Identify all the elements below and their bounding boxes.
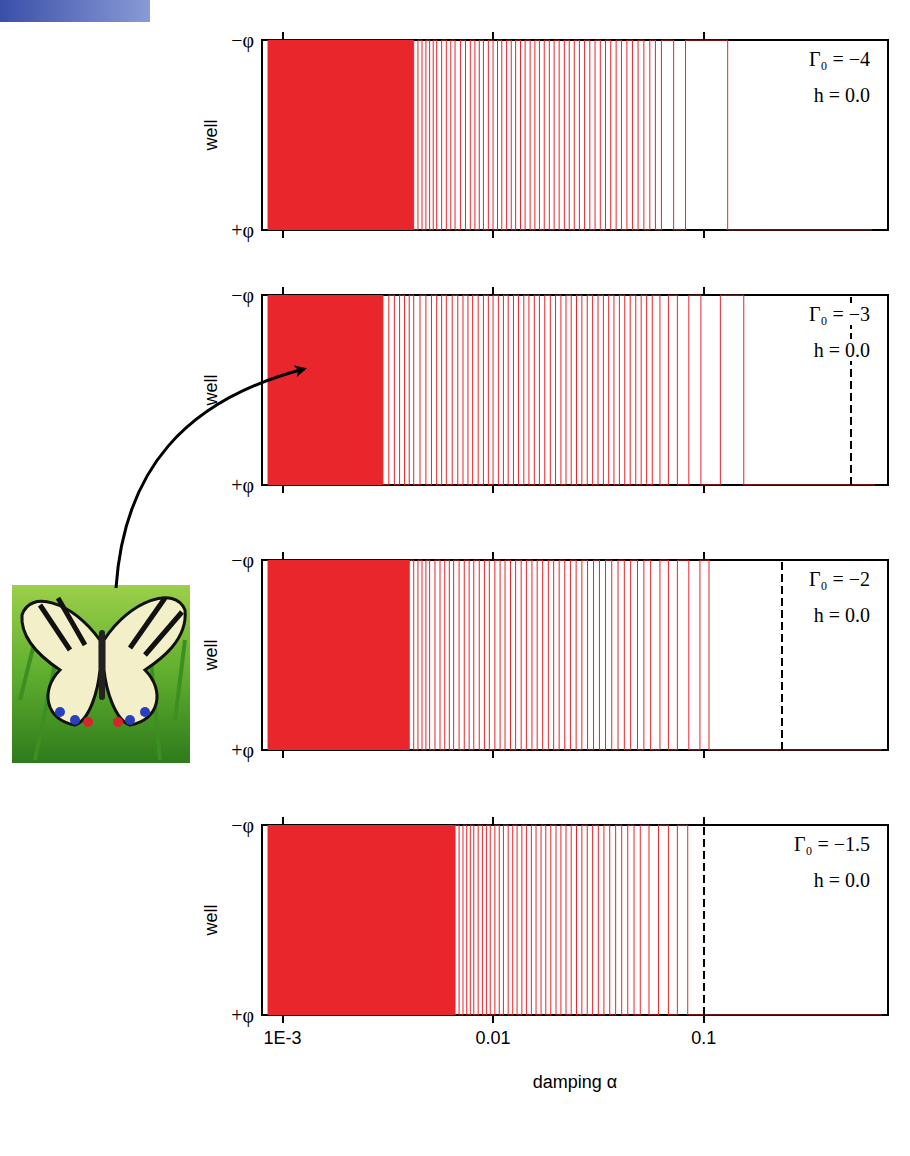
svg-text:Γ₀ = −1.5: Γ₀ = −1.5	[794, 833, 870, 855]
svg-text:damping α: damping α	[533, 1072, 617, 1092]
svg-text:h = 0.0: h = 0.0	[814, 604, 870, 626]
svg-text:h = 0.0: h = 0.0	[814, 339, 870, 361]
svg-text:1E-3: 1E-3	[263, 1028, 301, 1048]
svg-text:+φ: +φ	[231, 219, 254, 242]
svg-text:−φ: −φ	[231, 814, 254, 837]
svg-text:+φ: +φ	[231, 474, 254, 497]
svg-text:+φ: +φ	[231, 1004, 254, 1027]
svg-text:−φ: −φ	[231, 29, 254, 52]
svg-text:well: well	[201, 904, 221, 936]
svg-text:Γ₀ = −4: Γ₀ = −4	[809, 48, 870, 70]
svg-text:Γ₀ = −2: Γ₀ = −2	[809, 568, 870, 590]
svg-text:0.1: 0.1	[691, 1028, 716, 1048]
svg-text:well: well	[201, 374, 221, 406]
svg-text:h = 0.0: h = 0.0	[814, 84, 870, 106]
svg-text:−φ: −φ	[231, 549, 254, 572]
svg-text:0.01: 0.01	[476, 1028, 511, 1048]
svg-text:−φ: −φ	[231, 284, 254, 307]
svg-text:well: well	[201, 119, 221, 151]
svg-text:well: well	[201, 639, 221, 671]
svg-text:Γ₀ = −3: Γ₀ = −3	[809, 303, 870, 325]
svg-text:h = 0.0: h = 0.0	[814, 869, 870, 891]
svg-text:+φ: +φ	[231, 739, 254, 762]
